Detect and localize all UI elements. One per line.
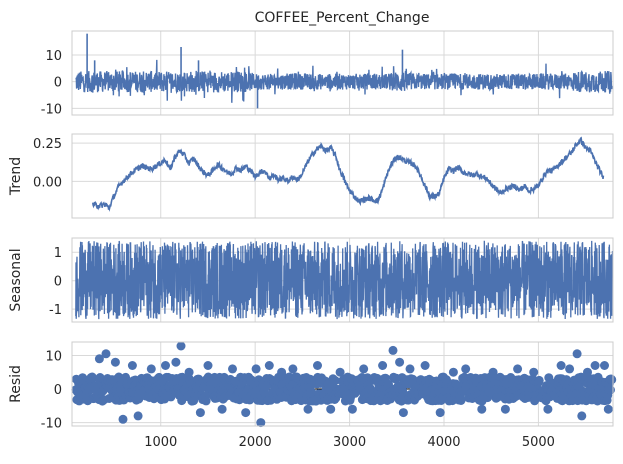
y-tick-label: -1 <box>49 303 62 318</box>
resid-outlier-point <box>94 354 104 364</box>
resid-point <box>121 372 131 382</box>
y-tick-label: 0 <box>54 76 62 91</box>
resid-point <box>201 396 211 406</box>
resid-point <box>607 375 617 385</box>
observed-panel: COFFEE_Percent_Change -10 0 10 <box>41 10 614 117</box>
resid-outlier-point <box>556 361 566 370</box>
resid-outlier-point <box>228 364 237 374</box>
resid-outlier-point <box>326 404 336 414</box>
resid-outlier-point <box>378 361 388 370</box>
resid-outlier-point <box>264 361 274 370</box>
y-tick-label: 10 <box>45 349 62 364</box>
trend-series-line <box>92 136 605 212</box>
resid-outlier-point <box>118 414 128 424</box>
resid-outlier-point <box>146 364 156 374</box>
resid-outlier-point <box>133 411 143 421</box>
resid-outlier-point <box>583 367 592 377</box>
resid-outlier-point <box>176 341 186 351</box>
resid-outlier-point <box>477 404 487 414</box>
resid-point <box>606 385 615 395</box>
x-tick-label: 1000 <box>144 435 177 450</box>
y-tick-label: 0.00 <box>33 175 62 190</box>
resid-outlier-point <box>161 361 170 370</box>
resid-outlier-point <box>405 364 415 374</box>
resid-point <box>330 376 340 385</box>
y-tick-label: 1 <box>54 246 62 261</box>
y-tick-label: 0 <box>54 383 62 398</box>
resid-outlier-point <box>500 404 510 414</box>
resid-outlier-point <box>256 418 266 428</box>
resid-outlier-point <box>395 357 405 367</box>
resid-outlier-point <box>600 361 609 370</box>
seasonal-series-line <box>75 240 614 320</box>
resid-outlier-point <box>303 404 313 414</box>
resid-outlier-point <box>110 357 120 367</box>
resid-outlier-point <box>590 361 600 370</box>
x-tick-label: 4000 <box>427 435 460 450</box>
resid-point <box>95 373 105 382</box>
resid-outlier-point <box>101 349 111 359</box>
seasonal-panel: Seasonal -1 0 1 <box>8 237 614 323</box>
resid-outlier-point <box>448 367 458 377</box>
y-tick-label: -10 <box>41 417 62 432</box>
resid-panel: Resid -10 0 10 1000 2000 3000 4000 5000 <box>8 341 617 450</box>
resid-outlier-point <box>171 357 181 367</box>
panel-frame <box>71 30 614 116</box>
resid-outlier-point <box>488 367 498 377</box>
resid-outlier-point <box>513 364 523 374</box>
y-tick-label: 10 <box>45 49 62 64</box>
resid-outlier-point <box>420 361 430 370</box>
resid-outlier-point <box>603 404 613 414</box>
x-tick-label: 5000 <box>522 435 555 450</box>
x-tick-label: 3000 <box>333 435 366 450</box>
resid-outlier-point <box>288 364 298 374</box>
resid-outlier-point <box>543 404 553 414</box>
resid-outlier-point <box>435 408 445 418</box>
resid-outlier-point <box>572 349 582 359</box>
resid-outlier-point <box>388 345 398 355</box>
resid-outlier-point <box>398 408 408 418</box>
panel-frame <box>71 133 614 219</box>
resid-outlier-point <box>313 361 322 370</box>
resid-outlier-point <box>203 361 213 370</box>
resid-point <box>87 372 97 382</box>
resid-outlier-point <box>277 367 287 377</box>
seasonal-axis-label: Seasonal <box>8 248 24 311</box>
resid-outlier-point <box>217 404 227 414</box>
resid-outlier-point <box>529 367 539 377</box>
resid-outlier-point <box>241 408 251 418</box>
observed-title: COFFEE_Percent_Change <box>255 10 430 26</box>
resid-outlier-point <box>347 404 357 414</box>
y-tick-label: -10 <box>41 102 62 117</box>
resid-outlier-point <box>565 364 575 374</box>
resid-outlier-point <box>127 361 137 370</box>
panel-frame <box>71 341 614 427</box>
trend-axis-label: Trend <box>8 157 24 196</box>
y-tick-label: 0 <box>54 275 62 290</box>
resid-point <box>534 375 544 385</box>
x-tick-label: 2000 <box>239 435 272 450</box>
resid-axis-label: Resid <box>8 365 24 403</box>
resid-outlier-point <box>461 364 471 374</box>
resid-outlier-point <box>359 364 369 374</box>
resid-outlier-point <box>577 411 587 421</box>
trend-panel: Trend 0.00 0.25 <box>8 133 614 219</box>
observed-series-line <box>75 59 613 103</box>
panel-frame <box>71 237 614 323</box>
resid-outlier-point <box>251 364 261 374</box>
resid-point <box>456 396 466 405</box>
y-tick-label: 0.25 <box>33 137 62 152</box>
resid-outlier-point <box>195 408 205 418</box>
resid-outlier-point <box>184 367 194 377</box>
resid-outlier-point <box>335 367 345 377</box>
